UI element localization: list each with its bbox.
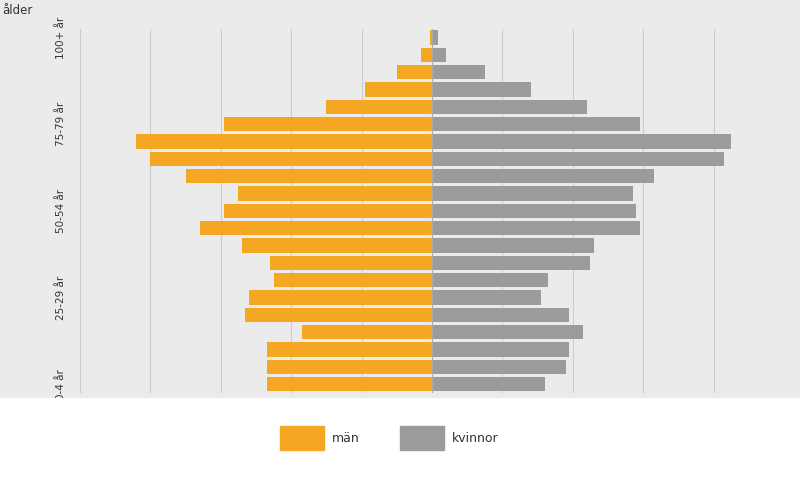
Bar [246,308,432,322]
Bar [432,221,640,235]
Bar [365,82,432,97]
Bar [432,308,570,322]
Bar [266,377,432,391]
Bar [150,152,432,166]
Bar [302,325,432,339]
FancyBboxPatch shape [280,426,324,450]
Bar [432,186,633,201]
Bar [200,221,432,235]
Bar [136,134,432,148]
Text: kvinnor: kvinnor [452,432,498,445]
Bar [270,256,432,270]
Bar [326,100,432,114]
Bar [432,82,530,97]
Bar [432,377,545,391]
Bar [432,169,654,183]
Bar [432,117,640,131]
Bar [432,134,731,148]
Text: män: män [332,432,360,445]
Bar [432,256,590,270]
FancyBboxPatch shape [400,426,444,450]
Text: ålder: ålder [2,4,33,17]
Bar [274,273,432,287]
Bar [432,204,636,218]
Bar [432,30,438,45]
Bar [430,30,432,45]
Bar [432,100,587,114]
Bar [432,342,570,356]
Bar [432,325,583,339]
Bar [432,65,485,79]
Bar [242,239,432,252]
Bar [397,65,432,79]
Bar [432,239,594,252]
Bar [238,186,432,201]
Bar [432,47,446,62]
Bar [432,360,566,374]
Bar [422,47,432,62]
Bar [432,290,541,305]
Bar [266,342,432,356]
Bar [432,152,724,166]
Bar [224,204,432,218]
Bar [186,169,432,183]
Bar [249,290,432,305]
Bar [224,117,432,131]
Bar [432,273,548,287]
X-axis label: antal: antal [770,429,798,439]
Bar [266,360,432,374]
